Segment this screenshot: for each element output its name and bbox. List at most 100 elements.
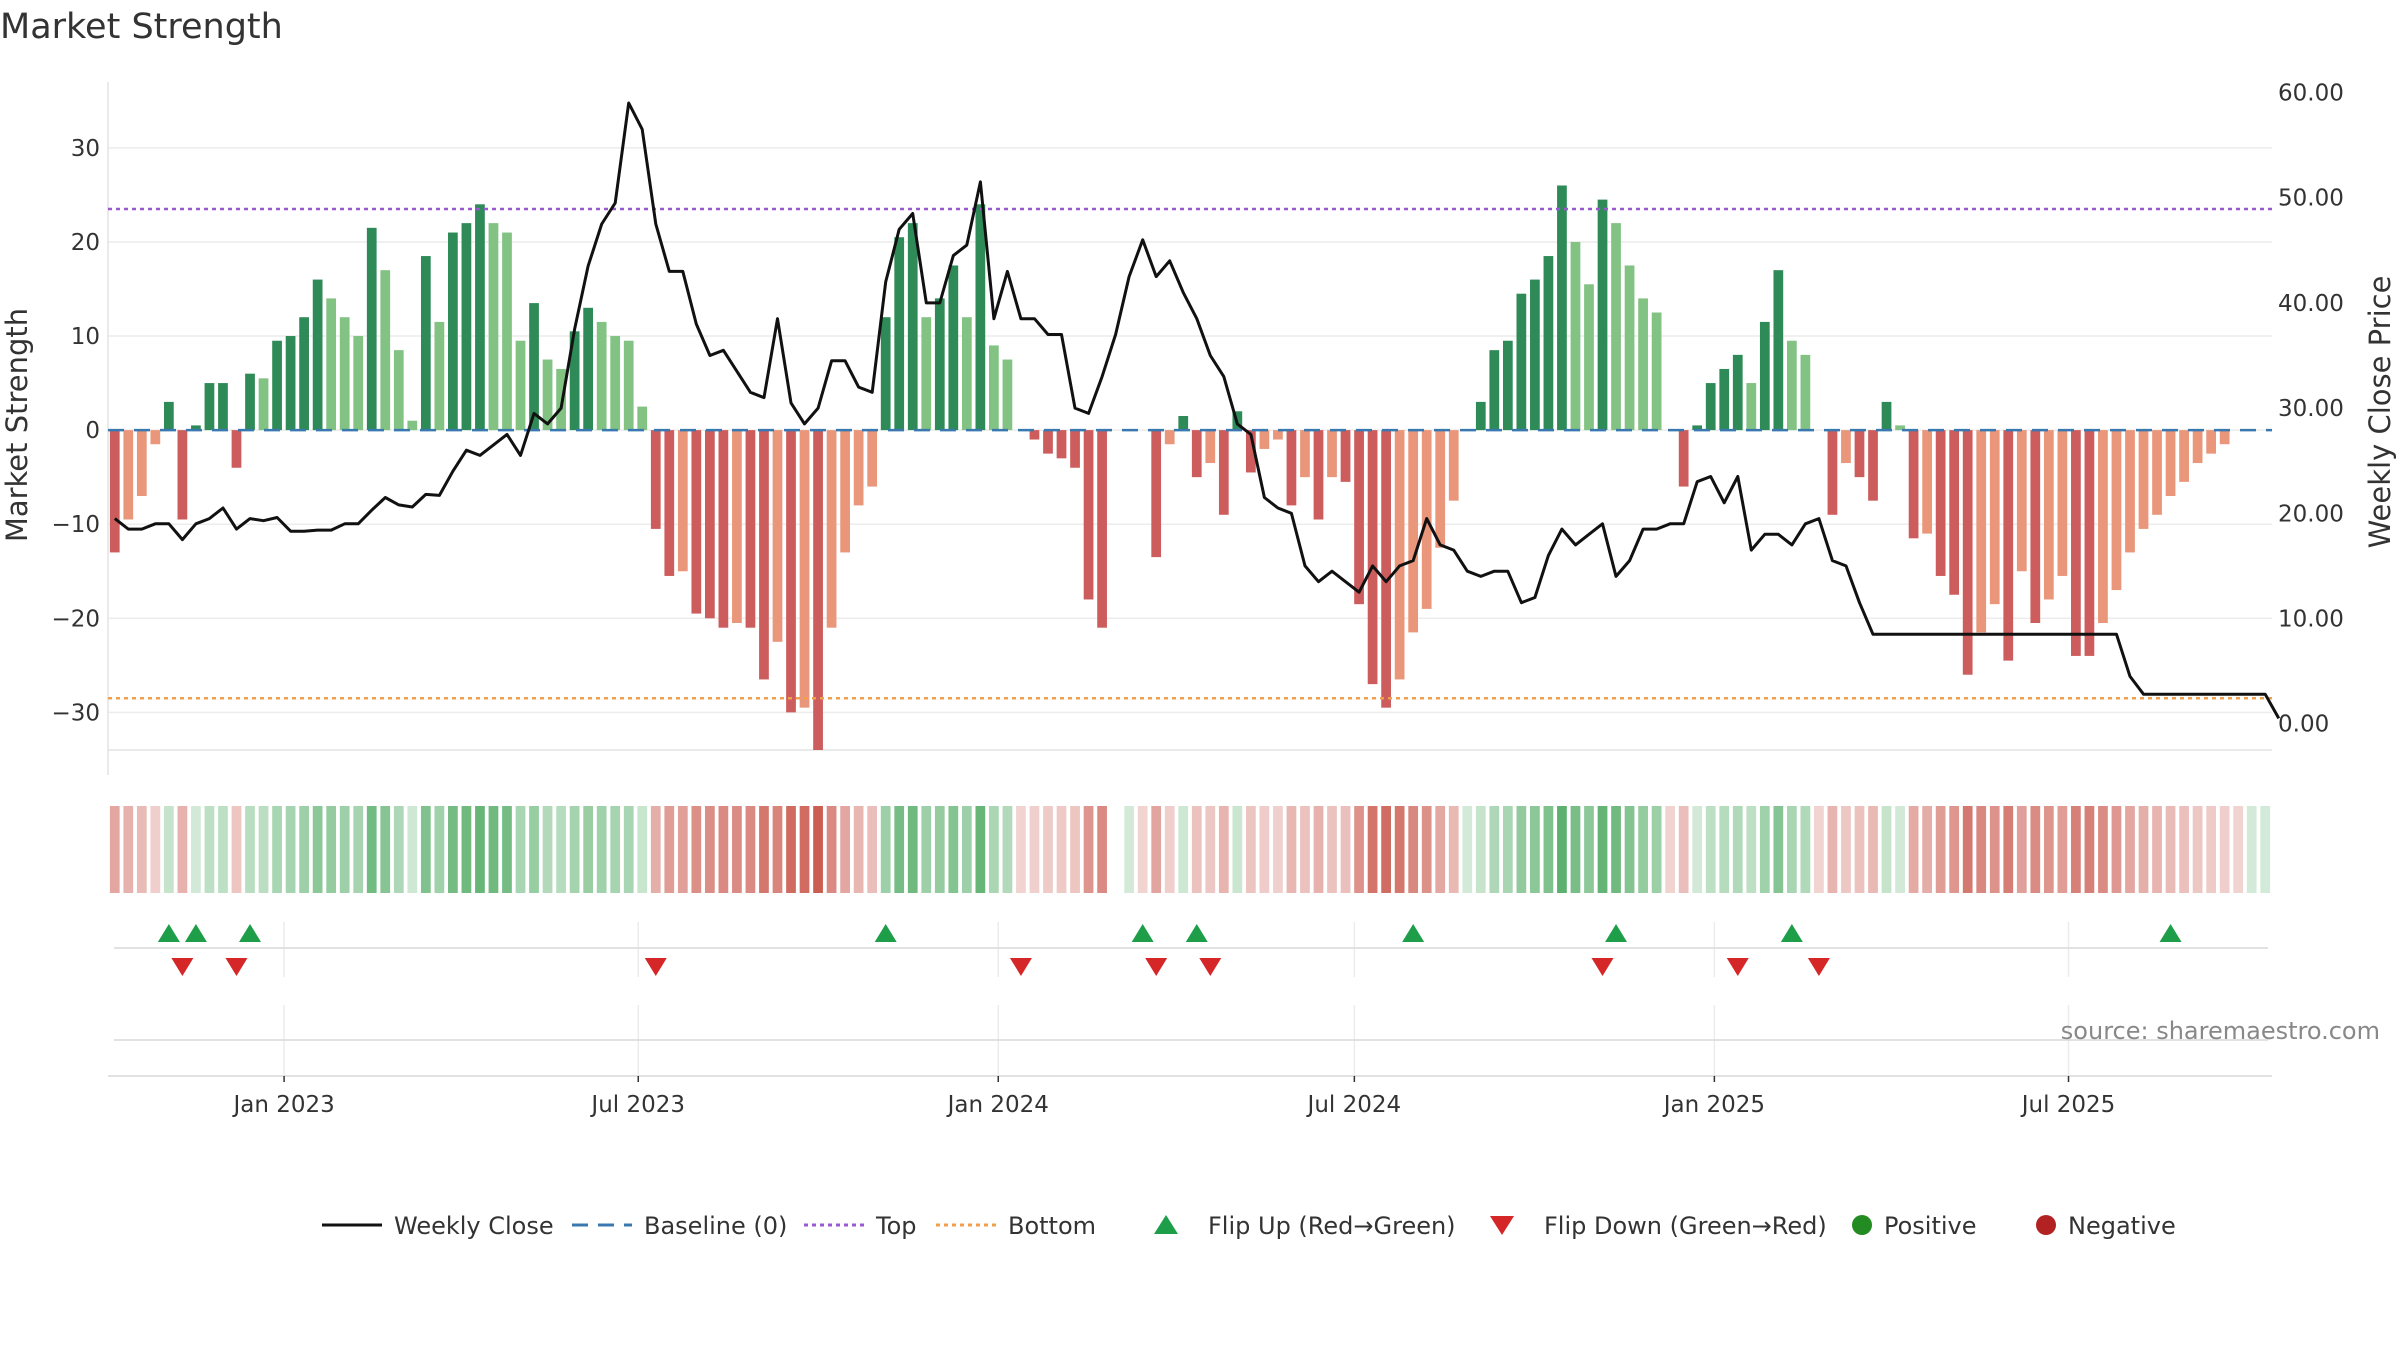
strength-bar — [569, 331, 580, 431]
heat-cell — [1935, 806, 1946, 893]
heat-cell — [109, 806, 120, 893]
heat-cell — [583, 806, 594, 893]
strength-bar — [2152, 430, 2162, 515]
weekly-close-line — [113, 101, 2281, 720]
heat-cell — [1286, 806, 1297, 893]
flip-down-marker — [171, 958, 194, 976]
heat-cell — [1259, 806, 1270, 893]
heat-cell — [1340, 806, 1351, 893]
heat-cell — [2233, 806, 2244, 893]
strength-bar — [1773, 270, 1784, 431]
heat-cell — [1191, 806, 1202, 893]
heat-cell — [556, 806, 566, 893]
strength-bar — [1286, 430, 1297, 506]
heat-cell — [542, 806, 553, 893]
heat-cell — [637, 806, 648, 893]
strength-bar — [1584, 284, 1594, 431]
strength-bar — [2016, 430, 2027, 572]
heat-cell — [2071, 806, 2081, 893]
flip-down-marker — [1807, 958, 1830, 976]
heat-cell — [2192, 806, 2203, 893]
strength-bar — [2138, 430, 2149, 529]
source-label: source: sharemaestro.com — [2061, 1017, 2380, 1045]
strength-bar — [177, 430, 188, 520]
strength-bar — [123, 430, 134, 520]
x-tick-label: Jul 2025 — [2020, 1092, 2116, 1118]
strength-bar — [880, 317, 891, 431]
legend-swatch — [1154, 1215, 1178, 1234]
heat-cell — [1881, 806, 1892, 893]
strength-bar — [718, 430, 729, 628]
heat-cell — [1232, 806, 1243, 893]
flip-up-marker — [2159, 924, 2182, 942]
legend-label: Positive — [1884, 1212, 1977, 1240]
heat-cell — [1489, 806, 1500, 893]
strength-bar — [2165, 430, 2176, 496]
strength-bar — [1949, 430, 1960, 595]
strength-bar — [1597, 199, 1608, 431]
heat-cell — [989, 806, 999, 893]
legend-item: Flip Down (Green→Red) — [1490, 1212, 1827, 1240]
strength-bar — [1029, 430, 1040, 440]
strength-bar — [1543, 256, 1554, 431]
strength-bar — [1502, 340, 1513, 431]
flip-down-marker — [1199, 958, 1222, 976]
heat-cell — [1543, 806, 1554, 893]
legend-label: Negative — [2068, 1212, 2176, 1240]
heat-cell — [366, 806, 377, 893]
strength-bar — [312, 279, 323, 431]
strength-bar — [1732, 354, 1743, 431]
heat-cell — [1083, 806, 1094, 893]
y-tick-label: 10 — [71, 324, 100, 350]
strength-bar — [989, 345, 999, 431]
strength-bar — [258, 378, 269, 431]
strength-bar — [2206, 430, 2217, 454]
heat-cell — [1854, 806, 1865, 893]
flip-up-marker — [239, 924, 262, 942]
strength-bar — [772, 430, 783, 642]
flip-down-marker — [644, 958, 667, 976]
strength-bar — [1989, 430, 2000, 605]
heat-cell — [461, 806, 472, 893]
strength-bar — [109, 430, 120, 553]
heat-cell — [434, 806, 445, 893]
flip-up-marker — [1780, 924, 1803, 942]
strength-bar — [1354, 430, 1364, 605]
strength-bar — [393, 350, 404, 431]
heat-cell — [177, 806, 188, 893]
strength-bar — [1962, 430, 1973, 675]
heat-cell — [1327, 806, 1337, 893]
heat-cell — [1908, 806, 1919, 893]
strength-bar — [2179, 430, 2189, 482]
strength-bar — [894, 237, 905, 431]
heat-cell — [894, 806, 905, 893]
flip-up-marker — [874, 924, 897, 942]
strength-bar — [366, 227, 377, 431]
strength-bar — [1827, 430, 1838, 515]
strength-bar — [583, 307, 594, 431]
heat-cell — [1922, 806, 1932, 893]
y2-tick-label: 0.00 — [2278, 712, 2329, 738]
strength-bar — [339, 317, 350, 431]
y2-tick-label: 10.00 — [2278, 607, 2344, 633]
heat-cell — [1814, 806, 1824, 893]
strength-bar — [299, 317, 309, 431]
strength-bar — [677, 430, 688, 572]
strength-bar — [1191, 430, 1202, 478]
heat-cell — [1110, 806, 1121, 893]
legend-item: Positive — [1852, 1212, 1977, 1240]
legend-item: Bottom — [936, 1212, 1096, 1240]
heat-cell — [2219, 806, 2230, 893]
heat-cell — [1530, 806, 1540, 893]
heat-cell — [326, 806, 337, 893]
strength-bar — [704, 430, 715, 619]
strength-bar — [907, 223, 918, 431]
heat-cell — [1895, 806, 1905, 893]
heat-cell — [2206, 806, 2217, 893]
strength-bar — [1841, 430, 1851, 464]
heat-cell — [1043, 806, 1053, 893]
heat-cell — [231, 806, 242, 893]
x-tick-label: Jan 2025 — [1662, 1092, 1765, 1118]
heat-cell — [380, 806, 391, 893]
heat-cell — [664, 806, 675, 893]
